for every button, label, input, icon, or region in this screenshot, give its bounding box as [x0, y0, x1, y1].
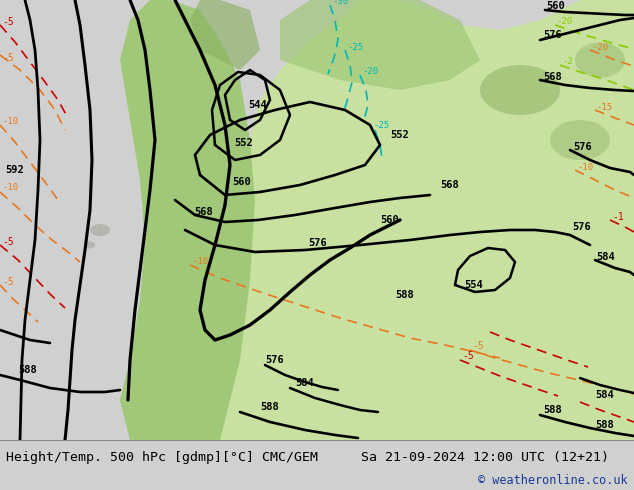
Text: -20: -20: [592, 43, 608, 51]
Text: 588: 588: [595, 420, 614, 430]
Polygon shape: [120, 0, 255, 440]
Text: -1: -1: [612, 212, 624, 222]
Text: -5: -5: [472, 341, 484, 351]
Text: 584: 584: [295, 378, 314, 388]
Text: 588: 588: [260, 402, 279, 412]
Text: 560: 560: [546, 1, 565, 11]
Text: -20: -20: [362, 68, 378, 76]
Text: 552: 552: [390, 130, 409, 140]
Text: 592: 592: [5, 165, 23, 175]
Text: 544: 544: [248, 100, 267, 110]
Text: 554: 554: [464, 280, 482, 290]
Text: 568: 568: [440, 180, 459, 190]
Text: Sa 21-09-2024 12:00 UTC (12+21): Sa 21-09-2024 12:00 UTC (12+21): [361, 451, 609, 464]
Text: Height/Temp. 500 hPc [gdmp][°C] CMC/GEM: Height/Temp. 500 hPc [gdmp][°C] CMC/GEM: [6, 451, 318, 464]
Polygon shape: [190, 0, 260, 70]
Text: 576: 576: [572, 222, 591, 232]
Text: 584: 584: [595, 390, 614, 400]
Text: 560: 560: [232, 177, 251, 187]
Ellipse shape: [480, 65, 560, 115]
Text: 568: 568: [194, 207, 213, 217]
Text: 576: 576: [265, 355, 284, 365]
Text: -5: -5: [2, 237, 14, 247]
Text: -25: -25: [373, 122, 389, 130]
Text: -20: -20: [556, 18, 572, 26]
Text: -10: -10: [192, 258, 208, 267]
Text: 576: 576: [573, 142, 592, 152]
Ellipse shape: [575, 43, 625, 77]
Polygon shape: [280, 0, 480, 90]
Polygon shape: [170, 0, 634, 440]
Text: -10: -10: [2, 183, 18, 193]
Ellipse shape: [550, 120, 610, 160]
Ellipse shape: [85, 242, 95, 248]
Text: 588: 588: [395, 290, 414, 300]
Text: 568: 568: [543, 72, 562, 82]
Text: 560: 560: [380, 215, 399, 225]
Text: 588: 588: [18, 365, 37, 375]
Ellipse shape: [90, 224, 110, 236]
Text: -15: -15: [596, 102, 612, 112]
Text: -25: -25: [347, 43, 363, 51]
Text: 584: 584: [596, 252, 615, 262]
Text: 576: 576: [543, 30, 562, 40]
Text: -10: -10: [577, 163, 593, 172]
Text: 588: 588: [543, 405, 562, 415]
Text: -5: -5: [2, 53, 14, 63]
Text: © weatheronline.co.uk: © weatheronline.co.uk: [478, 473, 628, 487]
Text: -5: -5: [2, 17, 14, 27]
Text: -30: -30: [332, 0, 348, 6]
Text: -5: -5: [462, 351, 474, 361]
Text: -10: -10: [2, 118, 18, 126]
Text: 552: 552: [234, 138, 253, 148]
Text: 576: 576: [308, 238, 327, 248]
Text: -5: -5: [2, 277, 14, 287]
Text: -2: -2: [562, 57, 573, 67]
